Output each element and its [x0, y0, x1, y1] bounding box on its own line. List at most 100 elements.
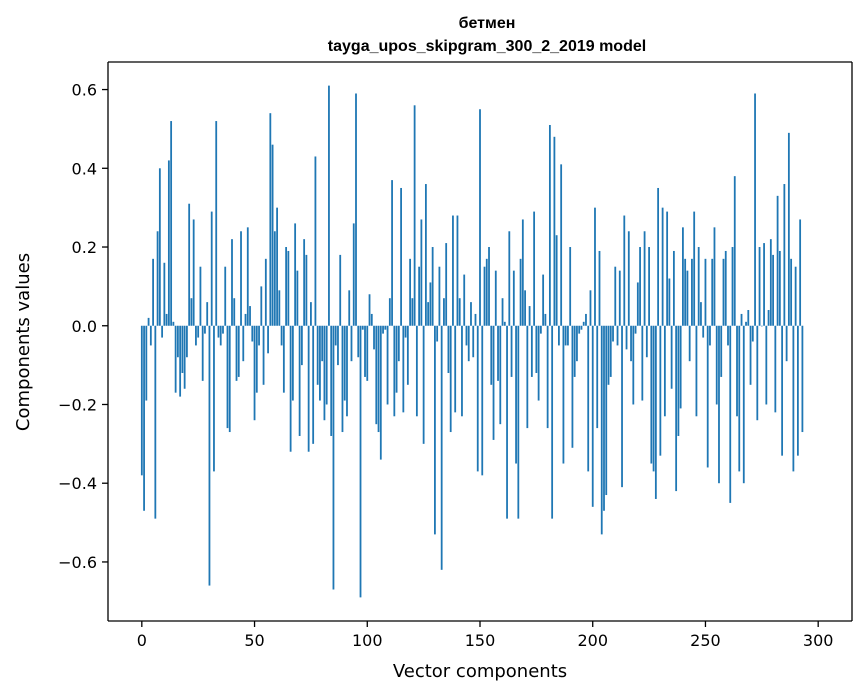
- bar-229: [657, 187, 660, 326]
- bar-66: [289, 325, 292, 452]
- bar-143: [463, 274, 466, 326]
- bar-279: [769, 239, 772, 326]
- bar-18: [181, 325, 184, 373]
- bar-135: [445, 243, 448, 326]
- bar-86: [334, 325, 337, 346]
- bar-220: [636, 282, 639, 326]
- bar-56: [267, 325, 269, 354]
- bar-200: [591, 325, 594, 507]
- bar-148: [474, 313, 477, 326]
- y-tick-label: −0.6: [58, 553, 97, 572]
- bar-33: [215, 121, 218, 326]
- bar-228: [654, 325, 657, 499]
- bar-1: [143, 325, 145, 511]
- bar-201: [594, 207, 596, 326]
- bar-98: [361, 325, 364, 330]
- bar-149: [476, 325, 479, 472]
- bar-2: [145, 325, 148, 401]
- bar-46: [244, 313, 247, 326]
- bar-85: [332, 325, 335, 590]
- bar-74: [307, 325, 310, 452]
- bar-293: [801, 325, 804, 433]
- bar-23: [192, 219, 195, 326]
- bar-262: [731, 247, 734, 326]
- bar-261: [729, 325, 732, 503]
- bar-185: [558, 325, 560, 346]
- bar-274: [758, 247, 761, 326]
- bar-258: [722, 258, 725, 326]
- bar-241: [684, 258, 687, 326]
- bar-169: [521, 219, 524, 326]
- bar-79: [319, 325, 321, 401]
- bar-181: [548, 124, 551, 326]
- bar-179: [544, 313, 547, 326]
- bar-164: [510, 325, 513, 377]
- bar-73: [305, 254, 308, 326]
- bar-30: [208, 325, 211, 586]
- bar-110: [388, 298, 391, 326]
- bar-95: [355, 93, 357, 326]
- bar-63: [282, 325, 285, 393]
- bar-88: [339, 254, 342, 326]
- bar-212: [618, 270, 621, 326]
- bar-44: [240, 231, 242, 326]
- bar-243: [688, 325, 691, 362]
- bar-28: [204, 325, 206, 334]
- bar-270: [749, 325, 752, 385]
- bar-259: [724, 250, 727, 326]
- bar-223: [643, 231, 646, 326]
- bar-290: [794, 266, 797, 326]
- x-tick-label: 100: [352, 631, 383, 650]
- bar-271: [751, 325, 754, 342]
- bar-117: [404, 325, 407, 338]
- bar-132: [438, 266, 441, 326]
- bar-136: [447, 325, 450, 373]
- bar-236: [672, 250, 675, 326]
- bar-244: [691, 258, 693, 326]
- bar-105: [377, 325, 380, 433]
- bar-172: [528, 306, 531, 326]
- bar-264: [736, 325, 738, 417]
- bar-289: [792, 325, 795, 472]
- bar-29: [206, 302, 209, 326]
- bar-266: [740, 313, 743, 326]
- bar-138: [452, 215, 454, 326]
- bar-93: [350, 325, 353, 362]
- bar-9: [161, 325, 164, 338]
- bar-147: [472, 325, 475, 358]
- bar-286: [785, 325, 788, 362]
- bar-123: [418, 266, 421, 326]
- bar-58: [271, 144, 274, 326]
- bar-51: [255, 325, 258, 393]
- x-tick-label: 50: [244, 631, 264, 650]
- bar-137: [449, 325, 452, 433]
- bar-160: [501, 298, 504, 326]
- x-axis-ticks: 0 50 100 150 200 250 300: [137, 621, 833, 650]
- bar-50: [253, 325, 256, 421]
- bar-205: [603, 325, 605, 511]
- bar-155: [490, 325, 493, 385]
- bar-272: [754, 93, 756, 326]
- bar-150: [479, 109, 481, 326]
- bar-127: [427, 302, 430, 326]
- bar-217: [630, 325, 632, 362]
- y-axis-ticks: −0.6 −0.4 −0.2 0.0 0.2 0.4 0.6: [58, 81, 108, 572]
- bar-253: [711, 258, 714, 326]
- bar-54: [262, 325, 265, 385]
- y-tick-label: 0.2: [72, 238, 97, 257]
- bar-100: [366, 325, 369, 381]
- bar-61: [278, 290, 281, 326]
- bar-283: [778, 250, 781, 326]
- bar-282: [776, 195, 779, 326]
- bar-151: [481, 325, 484, 476]
- bar-257: [720, 325, 723, 377]
- x-axis-label: Vector components: [393, 661, 567, 682]
- bar-141: [458, 298, 461, 326]
- bar-121: [413, 105, 416, 326]
- bar-40: [231, 239, 233, 326]
- bar-12: [167, 160, 170, 326]
- bar-280: [772, 254, 774, 326]
- bar-104: [375, 325, 378, 425]
- bar-273: [756, 325, 759, 421]
